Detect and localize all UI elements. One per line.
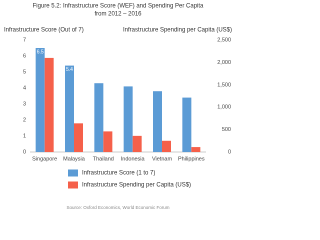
legend-swatch — [68, 181, 78, 189]
x-tick-label: Malaysia — [63, 156, 86, 162]
chart-title: Figure 5.2: Infrastructure Score (WEF) a… — [33, 4, 204, 10]
y-tick-label: 4 — [23, 85, 26, 91]
bar — [191, 147, 201, 152]
bar — [35, 48, 45, 152]
y2-tick-label: 2,000 — [217, 60, 231, 66]
y2-tick-label: 2,500 — [217, 37, 231, 43]
legend-label: Infrastructure Score (1 to 7) — [82, 171, 155, 177]
y-axis-title: Infrastructure Score (Out of 7) — [4, 28, 84, 34]
y2-tick-label: 1,000 — [217, 105, 231, 111]
y2-tick-label: 0 — [228, 149, 231, 155]
bar — [153, 91, 162, 152]
data-label: 5.4 — [66, 67, 73, 73]
y-tick-label: 0 — [23, 149, 26, 155]
bar — [162, 140, 171, 152]
y-tick-label: 3 — [23, 101, 26, 107]
x-tick-label: Singapore — [32, 156, 57, 162]
x-tick-label: Indonesia — [121, 156, 146, 162]
y-tick-label: 6 — [23, 53, 26, 59]
x-tick-label: Thailand — [93, 156, 114, 162]
bar — [103, 131, 113, 152]
y2-axis-title: Infrastructure Spending per Capita (US$) — [123, 28, 232, 34]
x-tick-label: Philippines — [178, 156, 205, 162]
y-tick-label: 2 — [23, 117, 26, 123]
data-label: 6.5 — [37, 49, 44, 55]
bar — [123, 86, 133, 152]
y-tick-label: 1 — [23, 133, 26, 139]
bar — [182, 97, 192, 152]
bar — [65, 65, 74, 152]
legend-label: Infrastructure Spending per Capita (US$) — [82, 183, 191, 189]
chart-title: from 2012 – 2016 — [94, 12, 142, 18]
bar — [44, 57, 54, 152]
bar — [132, 135, 142, 152]
legend-swatch — [68, 169, 78, 177]
chart: Figure 5.2: Infrastructure Score (WEF) a… — [4, 4, 232, 211]
y-tick-label: 5 — [23, 69, 26, 75]
bar — [74, 123, 83, 152]
y2-tick-label: 500 — [222, 127, 231, 133]
source-note: Source: Oxford Economics, World Economic… — [67, 205, 170, 210]
y2-tick-label: 1,500 — [217, 82, 231, 88]
y-tick-label: 7 — [23, 37, 26, 43]
x-tick-label: Vietnam — [152, 156, 172, 162]
bar — [94, 83, 104, 152]
